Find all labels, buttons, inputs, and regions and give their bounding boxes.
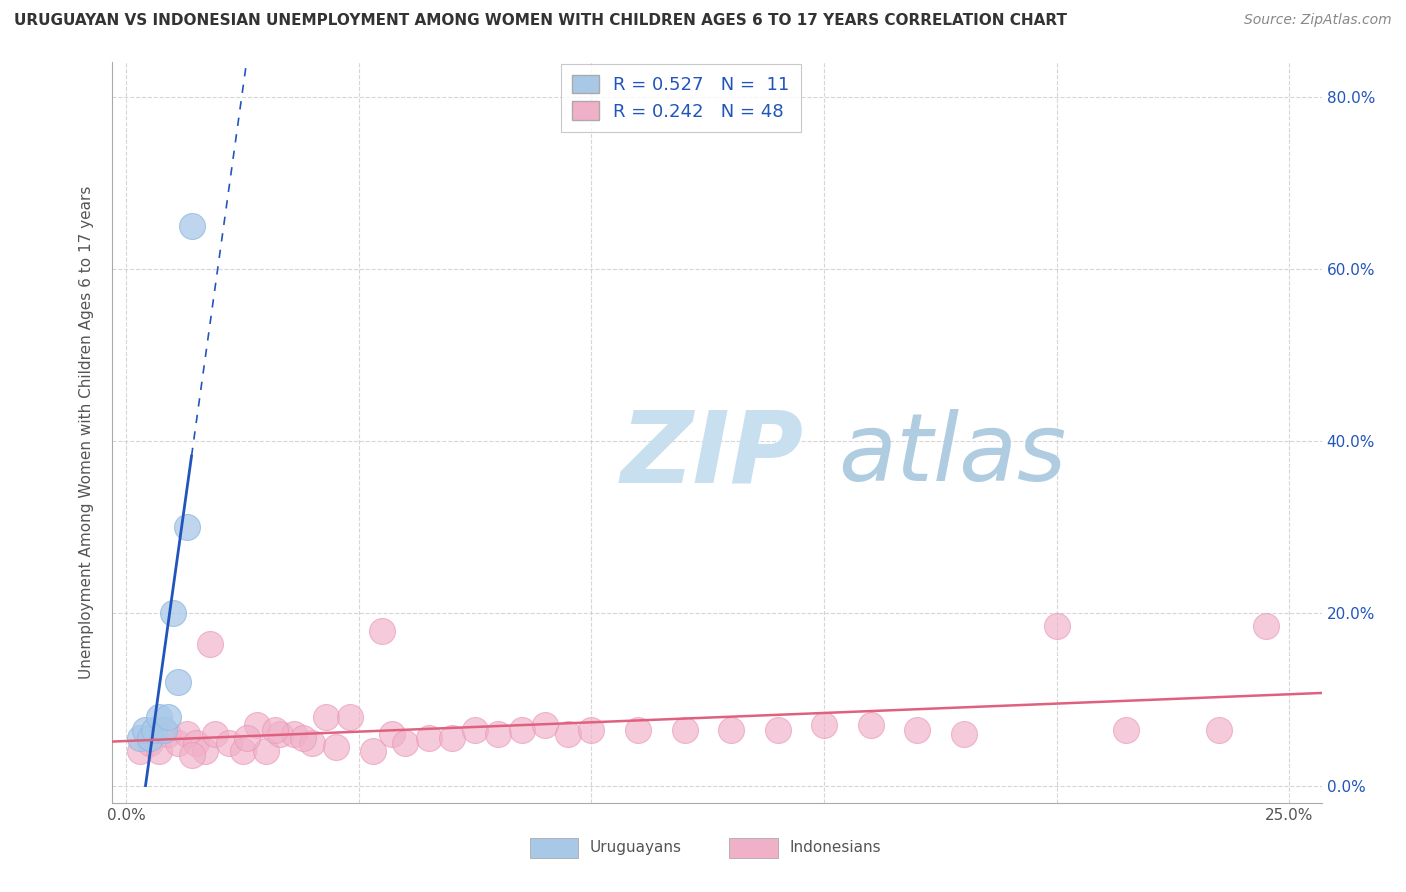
Point [627,723,650,737]
Point [859,718,882,732]
Point [176,520,198,534]
Point [1208,723,1230,737]
Bar [730,838,778,858]
Text: Source: ZipAtlas.com: Source: ZipAtlas.com [1244,13,1392,28]
Point [534,718,557,732]
Point [148,709,170,723]
Point [361,744,384,758]
Point [157,709,180,723]
Point [905,723,928,737]
Text: URUGUAYAN VS INDONESIAN UNEMPLOYMENT AMONG WOMEN WITH CHILDREN AGES 6 TO 17 YEAR: URUGUAYAN VS INDONESIAN UNEMPLOYMENT AMO… [14,13,1067,29]
Point [269,727,291,741]
Point [198,636,221,650]
Point [720,723,742,737]
Point [236,731,259,746]
Point [1045,619,1067,633]
Point [254,744,277,758]
Point [138,731,160,746]
Point [394,735,416,749]
Point [166,675,188,690]
Point [134,723,156,737]
Point [264,723,287,737]
Legend: R = 0.527   N =  11, R = 0.242   N = 48: R = 0.527 N = 11, R = 0.242 N = 48 [561,64,800,132]
Point [325,739,347,754]
Point [138,735,160,749]
Point [510,723,533,737]
Point [581,723,603,737]
Point [315,709,337,723]
Point [440,731,463,746]
Point [157,727,180,741]
Point [488,727,510,741]
Text: Indonesians: Indonesians [790,840,882,855]
Point [204,727,226,741]
Point [148,744,170,758]
Point [180,748,202,763]
Point [166,735,188,749]
Point [1115,723,1137,737]
Point [194,744,217,758]
Point [557,727,579,741]
Point [129,731,152,746]
Point [1254,619,1277,633]
Point [283,727,305,741]
Text: Uruguayans: Uruguayans [591,840,682,855]
Point [813,718,835,732]
Point [292,731,315,746]
Point [766,723,789,737]
Point [301,735,323,749]
Y-axis label: Unemployment Among Women with Children Ages 6 to 17 years: Unemployment Among Women with Children A… [79,186,94,680]
Point [380,727,402,741]
Point [232,744,254,758]
Point [218,735,240,749]
Point [176,727,198,741]
Point [952,727,974,741]
Point [180,219,202,233]
Text: atlas: atlas [838,409,1066,500]
Point [129,744,152,758]
Point [418,731,440,746]
Point [673,723,696,737]
Point [246,718,269,732]
Point [186,735,208,749]
Point [464,723,486,737]
Point [339,709,361,723]
Text: ZIP: ZIP [620,407,803,503]
Point [162,607,184,621]
Point [152,723,174,737]
Point [371,624,394,638]
Point [143,723,166,737]
Bar [530,838,578,858]
